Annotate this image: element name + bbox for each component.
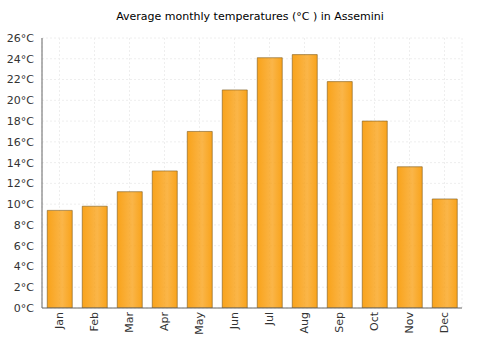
- svg-text:8°C: 8°C: [14, 219, 34, 232]
- svg-text:Sep: Sep: [333, 312, 346, 333]
- svg-text:4°C: 4°C: [14, 260, 34, 273]
- svg-text:Feb: Feb: [88, 312, 101, 331]
- svg-text:Jan: Jan: [53, 312, 66, 330]
- svg-text:18°C: 18°C: [8, 115, 34, 128]
- svg-text:26°C: 26°C: [8, 32, 34, 45]
- svg-text:Jul: Jul: [263, 312, 276, 326]
- svg-text:2°C: 2°C: [14, 281, 34, 294]
- html-text:Average monthly temperatures (: Average monthly temperatures (°C ) in As…: [116, 10, 384, 23]
- svg-text:May: May: [193, 312, 206, 335]
- svg-text:10°C: 10°C: [8, 198, 34, 211]
- svg-text:Jun: Jun: [228, 312, 241, 330]
- svg-text:0°C: 0°C: [14, 302, 34, 315]
- svg-text:12°C: 12°C: [8, 177, 34, 190]
- svg-text:Mar: Mar: [123, 312, 136, 333]
- svg-text:Apr: Apr: [158, 312, 171, 332]
- svg-text:Nov: Nov: [403, 312, 416, 334]
- svg-text:16°C: 16°C: [8, 136, 34, 149]
- svg-text:22°C: 22°C: [8, 73, 34, 86]
- svg-text:Aug: Aug: [298, 312, 311, 333]
- svg-text:14°C: 14°C: [8, 157, 34, 170]
- svg-text:Dec: Dec: [438, 312, 451, 333]
- svg-text:Oct: Oct: [368, 311, 381, 331]
- svg-text:20°C: 20°C: [8, 94, 34, 107]
- svg-text:24°C: 24°C: [8, 53, 34, 66]
- svg-text:6°C: 6°C: [14, 240, 34, 253]
